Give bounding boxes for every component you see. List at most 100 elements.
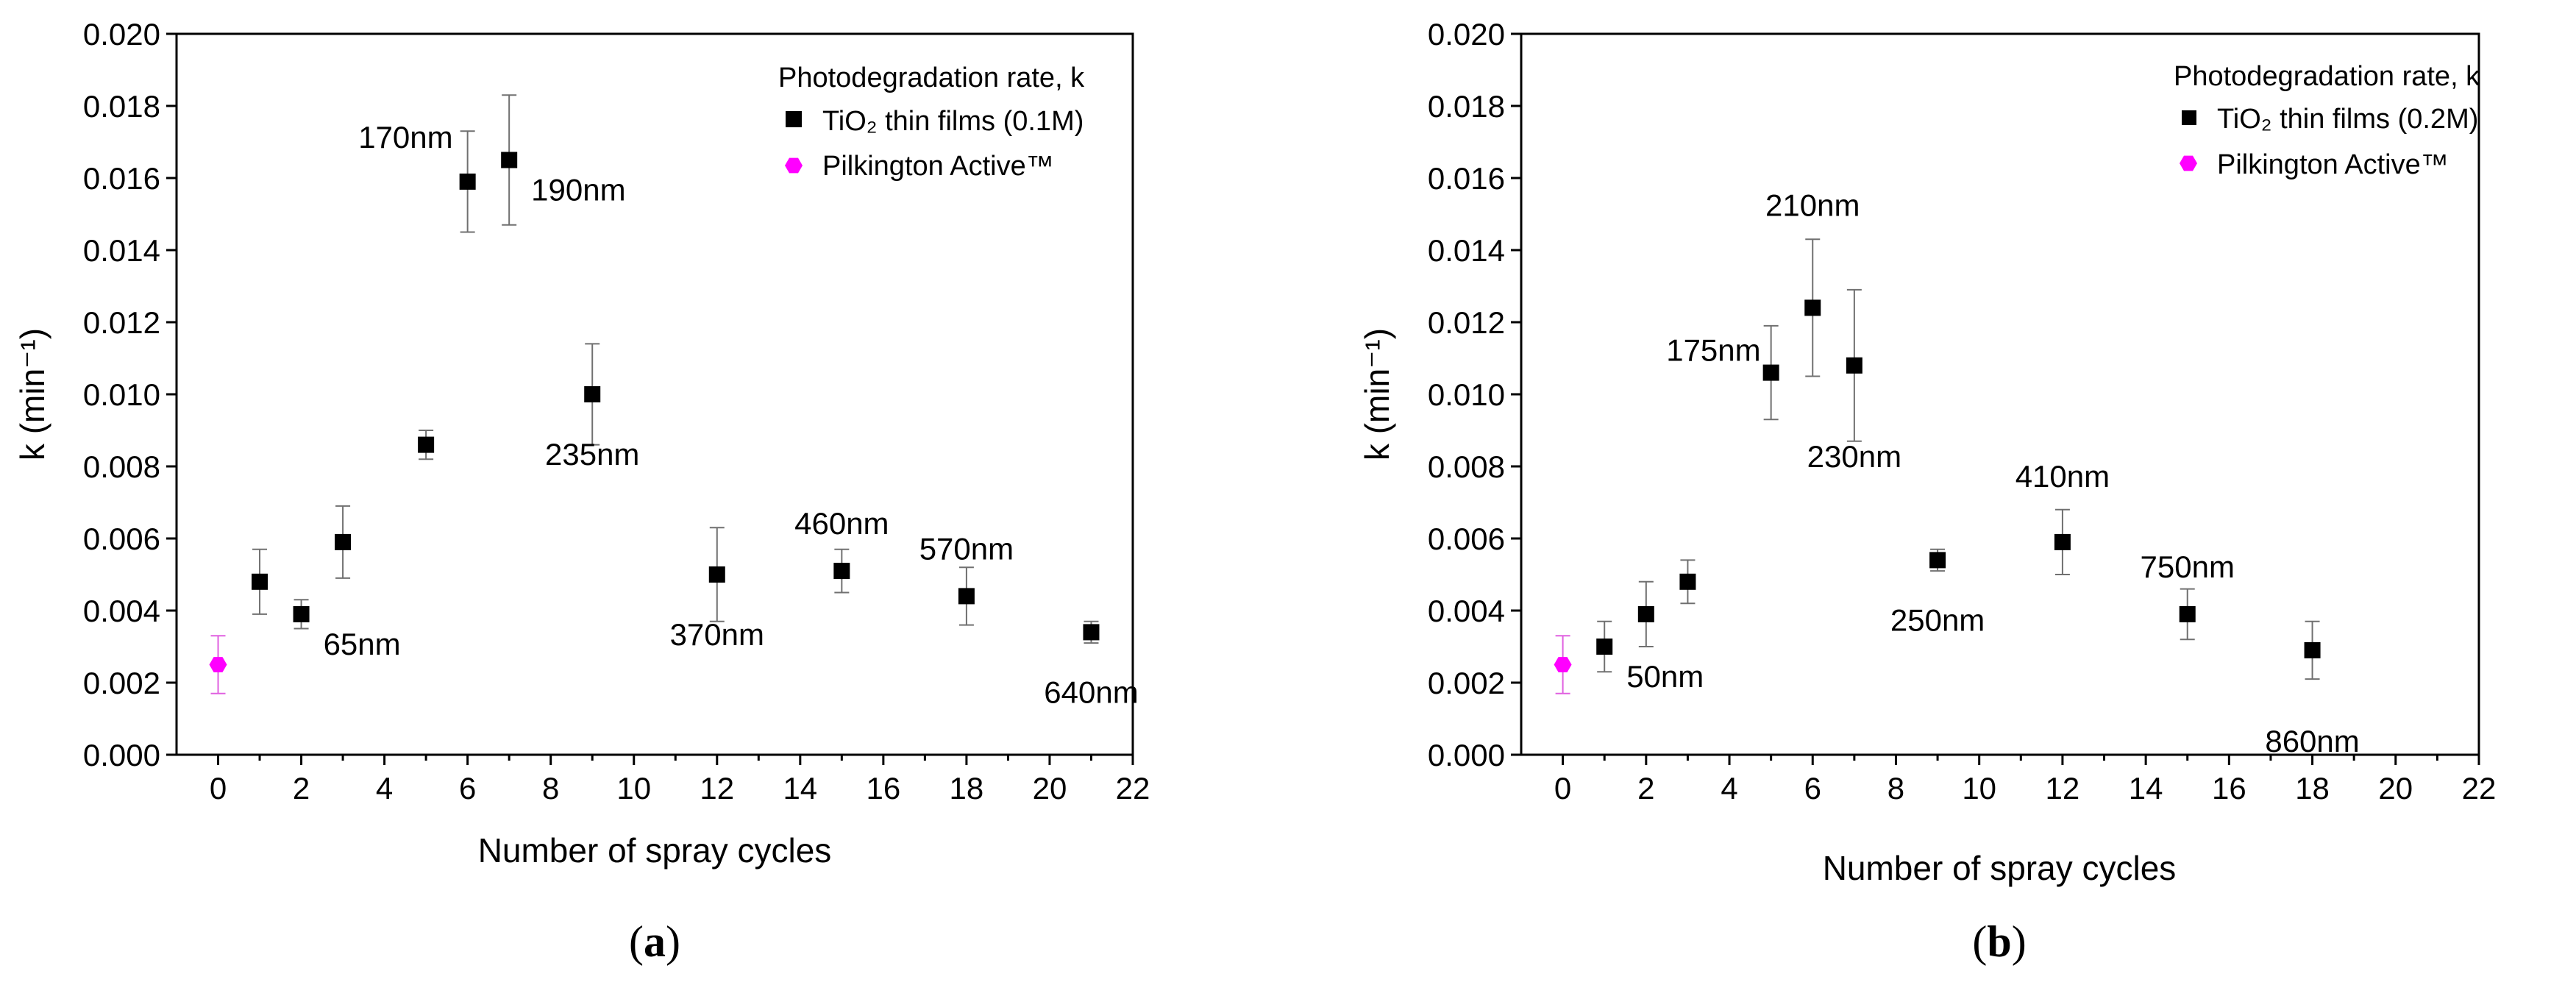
panel-b: 0.000 0.002 0.004 0.006 0.008 0.010 0.012 0.014…	[1358, 17, 2496, 966]
legend-title: Photodegradation rate, k	[2174, 61, 2480, 92]
x-tick-label: 18	[950, 771, 984, 806]
data-point	[1679, 573, 1696, 590]
x-tick-label: 12	[700, 771, 734, 806]
x-tick-label: 22	[2462, 771, 2497, 806]
y-tick-label: 0.014	[83, 233, 160, 268]
x-tick-label: 6	[1804, 771, 1821, 806]
x-tick-label: 8	[1887, 771, 1904, 806]
y-axis-label: k (min⁻¹)	[1358, 328, 1396, 461]
thickness-label: 170nm	[358, 120, 452, 154]
data-point	[293, 605, 310, 622]
plot-frame	[175, 32, 1134, 756]
x-tick-label: 20	[1033, 771, 1067, 806]
data-point	[2179, 605, 2196, 622]
data-point	[2054, 533, 2071, 550]
x-tick-label: 4	[376, 771, 393, 806]
legend-label-pilkington: Pilkington Active™	[2217, 149, 2449, 180]
x-tick-label: 8	[542, 771, 559, 806]
data-point	[833, 563, 850, 580]
x-tick-label: 16	[2212, 771, 2246, 806]
data-marks	[209, 94, 1100, 694]
data-marks	[1554, 238, 2321, 694]
x-tick-label: 12	[2046, 771, 2080, 806]
data-point	[501, 152, 518, 168]
y-tick-label: 0.018	[1428, 89, 1505, 124]
x-tick-label: 4	[1721, 771, 1737, 806]
x-tick-label: 20	[2378, 771, 2413, 806]
x-tick-label: 0	[1554, 771, 1571, 806]
y-axis-label: k (min⁻¹)	[13, 328, 51, 461]
x-tick-label: 22	[1116, 771, 1150, 806]
data-point	[958, 588, 975, 605]
thickness-label: 50nm	[1626, 659, 1704, 694]
thickness-label: 210nm	[1765, 188, 1860, 222]
y-tick-label: 0.004	[83, 594, 160, 628]
data-point-reference	[209, 657, 227, 672]
thickness-label: 370nm	[670, 617, 764, 652]
data-point-reference	[1554, 657, 1572, 672]
data-point	[1762, 364, 1779, 381]
y-tick-label: 0.008	[83, 449, 160, 484]
y-tick-label: 0.018	[83, 89, 160, 124]
y-axis-ticks: 0.000 0.002 0.004 0.006 0.008 0.010 0.012 0.014…	[1428, 17, 1521, 772]
x-tick-label: 16	[867, 771, 901, 806]
y-tick-label: 0.014	[1428, 233, 1505, 268]
x-tick-label: 10	[616, 771, 651, 806]
plot-frame	[1520, 32, 2480, 756]
thickness-label: 190nm	[531, 173, 625, 207]
x-tick-label: 14	[2129, 771, 2163, 806]
thickness-label: 570nm	[919, 531, 1014, 566]
y-tick-label: 0.000	[83, 738, 160, 772]
y-tick-label: 0.010	[83, 377, 160, 412]
y-tick-label: 0.012	[1428, 305, 1505, 340]
thickness-label: 750nm	[2141, 550, 2235, 584]
y-tick-label: 0.008	[1428, 449, 1505, 484]
y-tick-label: 0.016	[1428, 161, 1505, 196]
data-point	[335, 533, 352, 550]
thickness-label: 460nm	[794, 506, 889, 541]
x-axis-ticks: 0 2 4 6 8 10 12 14 16 18 20 22	[1554, 755, 2496, 806]
data-point	[1637, 605, 1654, 622]
x-tick-label: 10	[1962, 771, 1996, 806]
thickness-label: 235nm	[545, 437, 639, 472]
y-tick-label: 0.012	[83, 305, 160, 340]
y-tick-label: 0.016	[83, 161, 160, 196]
x-axis-label: Number of spray cycles	[478, 831, 832, 870]
data-point	[1846, 357, 1862, 374]
x-tick-label: 14	[783, 771, 817, 806]
legend-label-tio2: TiO₂ thin films (0.1M)	[822, 106, 1084, 137]
thickness-label: 640nm	[1044, 675, 1138, 709]
legend-label-pilkington: Pilkington Active™	[822, 151, 1054, 182]
x-tick-label: 18	[2295, 771, 2330, 806]
data-point	[708, 566, 725, 583]
point-annotations: 50nm 175nm 210nm 230nm 250nm 410nm 750nm 860nm	[1626, 188, 2360, 758]
y-tick-label: 0.000	[1428, 738, 1505, 772]
thickness-label: 230nm	[1807, 439, 1901, 474]
thickness-label: 250nm	[1890, 602, 1985, 637]
legend: Photodegradation rate, k TiO₂ thin films…	[2174, 61, 2480, 180]
legend-marker-pilkington	[2180, 155, 2197, 171]
y-axis-ticks: 0.000 0.002 0.004 0.006 0.008 0.010 0.012 0.014…	[83, 17, 177, 772]
y-tick-label: 0.006	[1428, 522, 1505, 556]
data-point	[2304, 641, 2321, 658]
data-point	[1929, 552, 1946, 569]
caption-a: (a)	[629, 917, 680, 966]
legend: Photodegradation rate, k TiO₂ thin films…	[778, 63, 1085, 182]
y-tick-label: 0.020	[83, 17, 160, 51]
point-annotations: 65nm 170nm 190nm 235nm 370nm 460nm 570nm 640nm	[324, 120, 1139, 710]
data-point	[1596, 639, 1613, 655]
panel-a: 0.000 0.002 0.004 0.006 0.008 0.010 0.012 0.014…	[13, 17, 1150, 966]
legend-title: Photodegradation rate, k	[778, 63, 1085, 93]
y-tick-label: 0.006	[83, 522, 160, 556]
thickness-label: 410nm	[2015, 459, 2110, 494]
x-axis-ticks: 0 2 4 6 8 10 12 14 16 18 20 22	[210, 755, 1150, 806]
y-tick-label: 0.010	[1428, 377, 1505, 412]
x-tick-label: 6	[459, 771, 476, 806]
y-tick-label: 0.004	[1428, 594, 1505, 628]
y-tick-label: 0.020	[1428, 17, 1505, 51]
legend-label-tio2: TiO₂ thin films (0.2M)	[2217, 104, 2478, 135]
x-axis-label: Number of spray cycles	[1823, 849, 2177, 887]
legend-marker-tio2	[2182, 110, 2196, 125]
x-tick-label: 0	[210, 771, 227, 806]
